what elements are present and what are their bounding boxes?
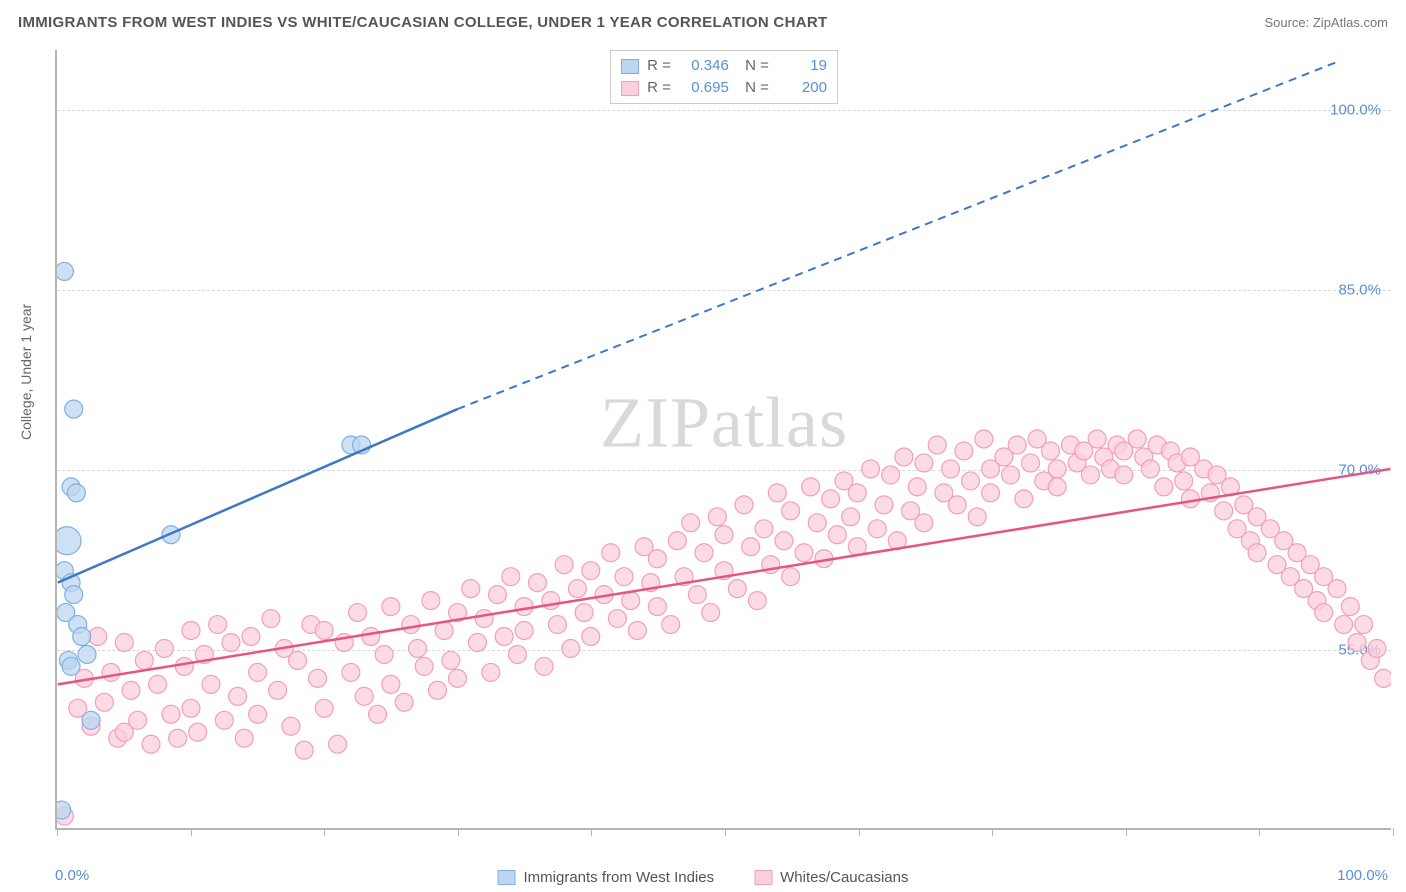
x-tick — [1126, 828, 1127, 836]
x-axis-max-label: 100.0% — [1337, 867, 1388, 884]
legend-label-b: Whites/Caucasians — [780, 869, 908, 886]
x-tick — [1259, 828, 1260, 836]
legend-row-a: R = 0.346 N = 19 — [621, 55, 827, 77]
r-value-b: 0.695 — [679, 77, 729, 99]
n-label: N = — [737, 55, 769, 77]
n-label: N = — [737, 77, 769, 99]
swatch-b-icon — [621, 81, 639, 96]
swatch-a-icon — [498, 870, 516, 885]
x-tick — [992, 828, 993, 836]
chart-canvas — [57, 50, 1391, 828]
chart-header: IMMIGRANTS FROM WEST INDIES VS WHITE/CAU… — [0, 0, 1406, 36]
x-tick — [591, 828, 592, 836]
x-tick — [458, 828, 459, 836]
y-axis-label: College, Under 1 year — [18, 304, 34, 440]
swatch-a-icon — [621, 59, 639, 74]
n-value-a: 19 — [777, 55, 827, 77]
x-tick — [859, 828, 860, 836]
legend-bottom: Immigrants from West Indies Whites/Cauca… — [498, 869, 909, 886]
legend-item-a: Immigrants from West Indies — [498, 869, 715, 886]
legend-label-a: Immigrants from West Indies — [524, 869, 715, 886]
r-value-a: 0.346 — [679, 55, 729, 77]
x-tick — [191, 828, 192, 836]
plot-area: ZIPatlas R = 0.346 N = 19 R = 0.695 N = … — [55, 50, 1391, 830]
x-tick — [57, 828, 58, 836]
legend-row-b: R = 0.695 N = 200 — [621, 77, 827, 99]
x-axis-min-label: 0.0% — [55, 867, 89, 884]
chart-title: IMMIGRANTS FROM WEST INDIES VS WHITE/CAU… — [18, 14, 827, 31]
source-label: Source: ZipAtlas.com — [1264, 15, 1388, 30]
x-tick — [1393, 828, 1394, 836]
r-label: R = — [647, 77, 671, 99]
legend-stats: R = 0.346 N = 19 R = 0.695 N = 200 — [610, 50, 838, 104]
n-value-b: 200 — [777, 77, 827, 99]
x-tick — [725, 828, 726, 836]
r-label: R = — [647, 55, 671, 77]
swatch-b-icon — [754, 870, 772, 885]
legend-item-b: Whites/Caucasians — [754, 869, 908, 886]
x-tick — [324, 828, 325, 836]
